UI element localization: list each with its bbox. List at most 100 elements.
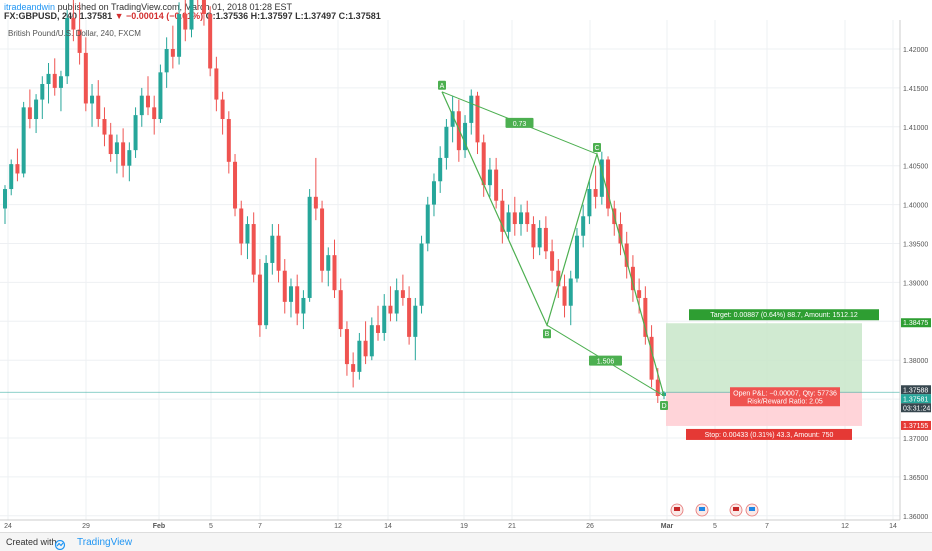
candle-body (425, 204, 430, 244)
candle-body (108, 134, 113, 155)
candle-body (556, 270, 561, 287)
ratio-box (505, 117, 534, 128)
candle-body (90, 95, 95, 104)
y-tick-label: 1.41000 (903, 125, 928, 132)
candle-body (121, 142, 126, 166)
candle-body (295, 286, 300, 314)
candle-body (376, 325, 381, 333)
candle-body (127, 150, 132, 166)
pattern-zigzag (441, 91, 665, 397)
x-tick-label: 26 (586, 523, 594, 530)
candle-body (65, 17, 70, 77)
candle-body (369, 325, 374, 357)
candle-body (450, 111, 455, 127)
candle-body (233, 161, 238, 209)
stop-label: Stop: 0.00433 (0.31%) 43.3, Amount: 750 (686, 428, 852, 440)
candle-body (537, 227, 542, 248)
candle-body (251, 224, 256, 275)
flag-icon-stripe (674, 507, 680, 511)
candle-body (214, 68, 219, 100)
candle-body (400, 290, 405, 298)
x-tick-label: 12 (841, 523, 849, 530)
candle-body (643, 297, 648, 337)
tradingview-logo-icon (54, 540, 66, 550)
price-flag: 1.37588 (901, 385, 931, 395)
x-tick-label: 14 (889, 523, 897, 530)
price-flag-text: 1.37588 (903, 387, 928, 394)
candle-body (649, 336, 654, 380)
x-tick-label: 5 (713, 523, 717, 530)
candle-body (245, 224, 250, 244)
candle-body (189, 0, 194, 30)
publish-info: published on TradingView.com, March 01, … (57, 2, 293, 12)
y-tick-label: 1.38000 (903, 358, 928, 365)
publish-line: itradeandwin published on TradingView.co… (4, 2, 292, 12)
candle-body (145, 95, 150, 108)
candle-body (307, 196, 312, 298)
pattern-point-marker (438, 80, 446, 90)
price-flag-text: 03:31:24 (903, 405, 930, 412)
candle-body (382, 305, 387, 333)
position-labels: Target: 0.00887 (0.64%) 88.7, Amount: 15… (686, 309, 879, 440)
candle-body (431, 181, 436, 205)
created-with-label: Created with (6, 537, 57, 547)
candle-body (363, 340, 368, 357)
candle-body (581, 216, 586, 236)
candle-body (574, 235, 579, 279)
candle-body (394, 290, 399, 314)
candle-body (40, 84, 45, 100)
candle-body (494, 169, 499, 201)
footer-text: Created with TradingView (6, 537, 133, 550)
author-link[interactable]: itradeandwin (4, 2, 56, 12)
candle-body (531, 224, 536, 248)
candle-body (475, 95, 480, 143)
event-icons[interactable] (670, 503, 759, 517)
candle-body (282, 270, 287, 302)
candle-body (351, 364, 356, 372)
stop-label-box (686, 428, 852, 440)
candle-body (201, 0, 206, 14)
y-tick-label: 1.39000 (903, 280, 928, 287)
tradingview-brand-link[interactable]: TradingView (77, 537, 133, 548)
pattern-point-marker (593, 143, 601, 153)
pattern-point-c: C (593, 143, 601, 153)
candle-body (637, 290, 642, 298)
candle-body (326, 255, 331, 271)
price-axis[interactable]: 1.42000 1.41500 1.41000 1.40500 1.40000 1.395… (899, 20, 931, 532)
pattern-ratio: 1.506 (589, 355, 622, 366)
candle-body (587, 189, 592, 217)
candle-body (58, 76, 63, 88)
candle-body (438, 157, 443, 182)
ratio-text: 1.506 (597, 359, 615, 366)
candle-body (9, 164, 14, 190)
candle-body (276, 235, 281, 271)
pattern-point-label: B (545, 331, 550, 338)
rr-text: Risk/Reward Ratio: 2.05 (747, 398, 823, 405)
time-axis[interactable]: 24 29 Feb 5 7 12 14 19 21 26 Mar 5 7 12 14 (0, 503, 900, 530)
candle-body (419, 243, 424, 306)
candle-body (177, 13, 182, 57)
flag-icon (695, 503, 709, 517)
flag-icon-stripe (733, 507, 739, 511)
flag-icon (745, 503, 759, 517)
candle-body (208, 13, 213, 69)
harmonic-pattern[interactable]: A B C D 0.73 1.506 (438, 80, 668, 410)
candle-body (487, 169, 492, 186)
candlestick-chart[interactable]: A B C D 0.73 1.506 1.42000 1.41500 1.41000 1.405… (0, 0, 932, 532)
candle-body (320, 208, 325, 271)
candle-body (568, 278, 573, 306)
candle-body (83, 52, 88, 104)
y-tick-label: 1.41500 (903, 86, 928, 93)
candle-body (344, 329, 349, 365)
ratio-text: 0.73 (513, 121, 527, 128)
candle-body (3, 189, 7, 209)
candle-body (139, 95, 144, 116)
y-tick-label: 1.40000 (903, 203, 928, 210)
footer: Created with TradingView (0, 532, 932, 551)
candle-body (264, 262, 269, 326)
price-flag-bg (901, 420, 931, 430)
candle-body (469, 95, 474, 123)
candle-body (388, 305, 393, 314)
candle-body (562, 286, 567, 306)
candle-body (220, 99, 225, 120)
